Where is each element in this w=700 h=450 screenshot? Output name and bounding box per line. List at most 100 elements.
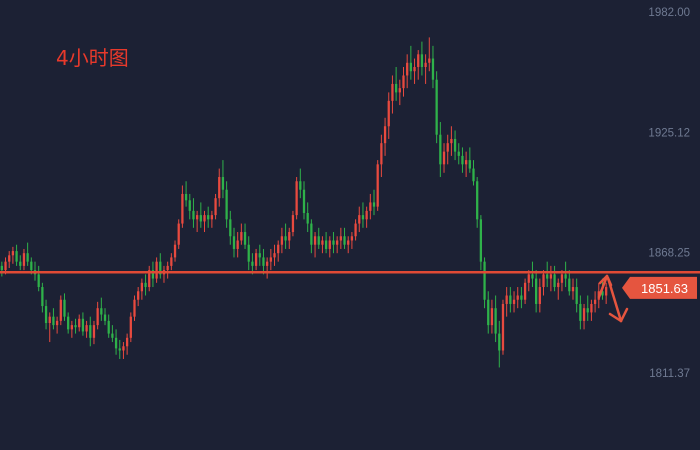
candle [177,219,180,249]
candle [247,236,250,271]
candle [129,312,132,343]
candle [575,278,578,313]
candle-body [413,67,416,72]
candle [192,198,195,228]
candle-body [380,143,383,165]
last-price-tag: 1851.63 [622,276,697,299]
candle-body [0,265,3,271]
candle-body [365,210,368,220]
candle-body [487,299,490,326]
candle-body [464,160,468,165]
candle-body [498,333,501,351]
candle [199,202,202,228]
candle [483,257,486,309]
candle [428,37,431,72]
candle [225,181,228,228]
candle [229,210,232,245]
candle [369,193,372,220]
candle-body [593,299,597,304]
arrowhead-line [619,307,629,323]
candle-body [313,236,317,245]
candle-body [553,274,556,288]
candle-body [151,270,155,279]
candle [11,246,15,264]
candle-body [214,198,217,216]
candle-body [159,261,162,275]
candle-body [192,210,195,220]
candle-body [306,212,309,224]
candle [324,232,328,254]
candle-body [483,261,486,300]
candle [457,143,460,165]
candle [92,320,96,345]
candle-body [37,274,40,288]
candle [184,181,188,207]
candle-body [170,257,173,266]
candle [336,236,339,254]
candle [586,295,589,321]
candle [417,50,420,80]
candle-body [195,215,199,220]
candle [85,320,88,338]
candle [512,291,516,313]
candle [280,227,284,254]
candle-body [262,257,265,266]
candle-body [133,299,136,317]
candle [406,54,409,89]
candle-body [409,62,413,72]
candle [266,257,269,279]
candle-body [527,274,530,283]
candle [321,236,324,254]
candle-body [100,308,103,315]
candle [52,308,55,330]
candle [549,265,553,292]
candle [203,210,206,233]
candle-body [605,287,608,296]
candle [306,202,309,233]
candle [391,75,394,114]
candle [461,147,464,173]
candle [133,295,136,321]
candle-body [15,251,18,262]
candle-body [254,253,258,266]
candle-body [8,255,11,262]
candle [284,223,287,249]
candle-body [394,83,398,93]
candle [358,206,361,233]
candle [424,54,427,84]
candle-body [383,126,387,144]
candle-body [273,253,276,258]
y-tick-label: 1811.37 [649,368,690,380]
candle [332,232,335,254]
candle-body [247,244,250,262]
candle [420,41,424,76]
candle [431,45,435,89]
candle-body [520,295,523,300]
candle-body [118,348,121,351]
candle [214,193,217,220]
candle-body [107,320,110,334]
candle [372,189,376,216]
candle-body [59,299,62,321]
candle-body [358,215,361,224]
candle-body [586,308,589,313]
candle-body [155,261,158,279]
candle [453,130,457,161]
candle [479,215,483,271]
candle-body [428,58,431,63]
candle-body [78,318,81,328]
candle [291,210,295,237]
candle [295,177,298,220]
candle-body [398,88,401,93]
candle-body [376,164,379,207]
candle-body [288,232,291,241]
candle-body [372,202,376,207]
candle [207,206,210,228]
candle-body [568,278,571,292]
candle [582,303,586,330]
candle-body [221,177,225,190]
candle-body [479,219,483,262]
candle-body [44,306,48,324]
candle [299,168,302,199]
